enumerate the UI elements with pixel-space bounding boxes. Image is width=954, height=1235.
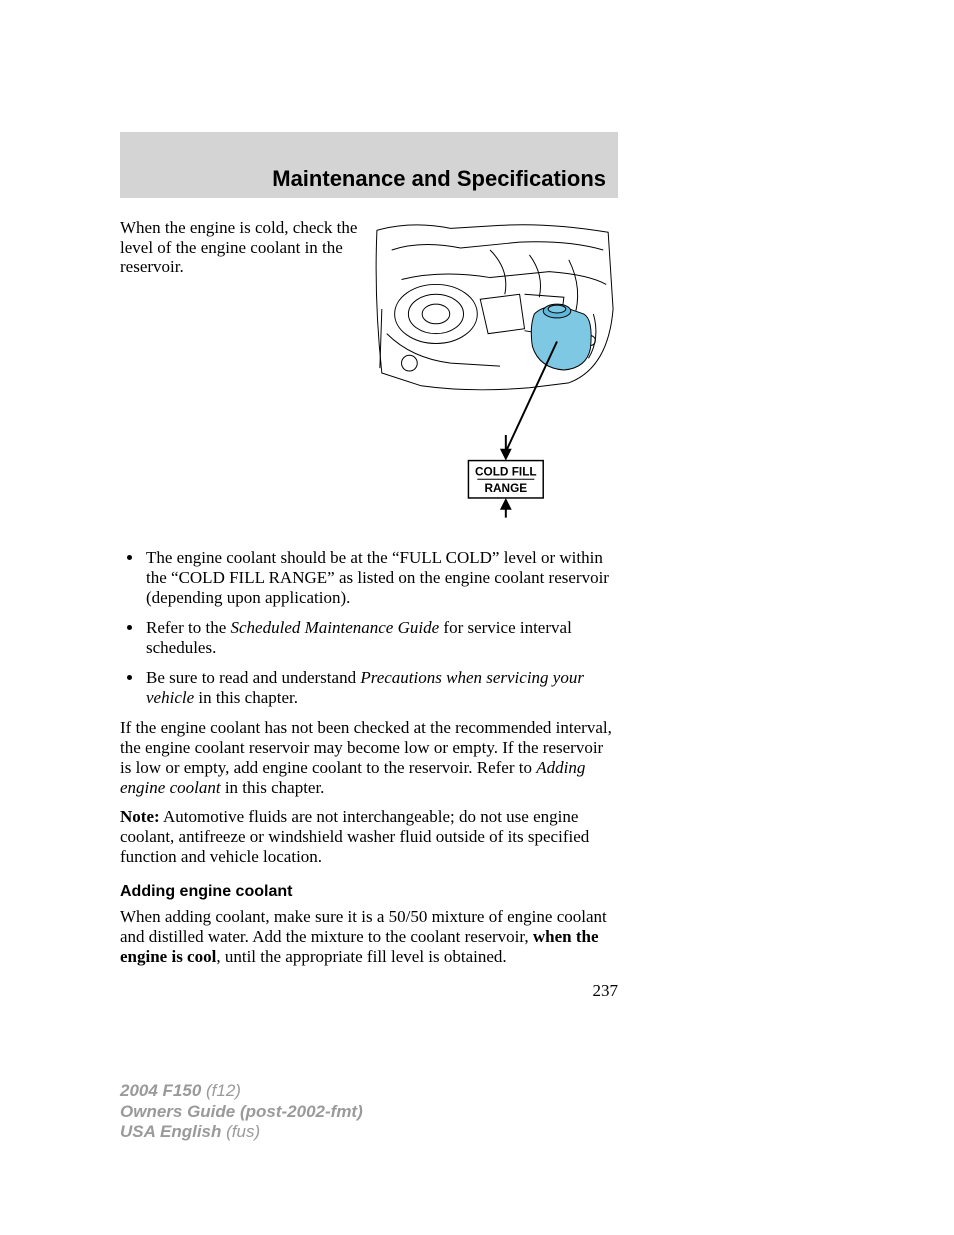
bullet-text: The engine coolant should be at the “FUL… [146, 548, 609, 607]
footer-line: USA English (fus) [120, 1122, 363, 1143]
content-area: When the engine is cold, check the level… [120, 218, 618, 1001]
para-post: in this chapter. [221, 778, 325, 797]
footer-model: 2004 F150 [120, 1081, 206, 1100]
footer-block: 2004 F150 (f12) Owners Guide (post-2002-… [120, 1081, 363, 1143]
page-root: Maintenance and Specifications When the … [0, 0, 954, 1235]
page-number: 237 [120, 981, 618, 1001]
note-label: Note: [120, 807, 160, 826]
note-text: Automotive fluids are not interchangeabl… [120, 807, 589, 866]
list-item: Be sure to read and understand Precautio… [144, 668, 618, 708]
bullet-text-post: in this chapter. [194, 688, 298, 707]
intro-paragraph: When the engine is cold, check the level… [120, 218, 360, 528]
list-item: Refer to the Scheduled Maintenance Guide… [144, 618, 618, 658]
footer-lang: USA English [120, 1122, 226, 1141]
engine-svg: COLD FILL RANGE [372, 218, 618, 528]
coolant-reservoir-highlight [531, 304, 591, 370]
arrow-up-icon [500, 498, 512, 518]
section-title: Maintenance and Specifications [272, 166, 606, 192]
footer-line: Owners Guide (post-2002-fmt) [120, 1102, 363, 1123]
note-paragraph: Note: Automotive fluids are not intercha… [120, 807, 618, 867]
bullet-list: The engine coolant should be at the “FUL… [120, 548, 618, 708]
footer-line: 2004 F150 (f12) [120, 1081, 363, 1102]
footer-code: (f12) [206, 1081, 241, 1100]
paragraph: When adding coolant, make sure it is a 5… [120, 907, 618, 967]
bullet-text-pre: Be sure to read and understand [146, 668, 360, 687]
callout-label-line1: COLD FILL [475, 464, 537, 478]
section-header-bar: Maintenance and Specifications [120, 132, 618, 198]
callout-label-line2: RANGE [485, 481, 528, 495]
bullet-text-italic: Scheduled Maintenance Guide [231, 618, 440, 637]
engine-diagram: COLD FILL RANGE [372, 218, 618, 528]
subheading: Adding engine coolant [120, 883, 618, 901]
footer-code: (fus) [226, 1122, 260, 1141]
list-item: The engine coolant should be at the “FUL… [144, 548, 618, 608]
intro-row: When the engine is cold, check the level… [120, 218, 618, 528]
para-post: , until the appropriate fill level is ob… [216, 947, 506, 966]
callout-pointer-line [506, 342, 557, 452]
arrow-down-icon [500, 435, 512, 461]
bullet-text-pre: Refer to the [146, 618, 231, 637]
paragraph: If the engine coolant has not been check… [120, 718, 618, 798]
